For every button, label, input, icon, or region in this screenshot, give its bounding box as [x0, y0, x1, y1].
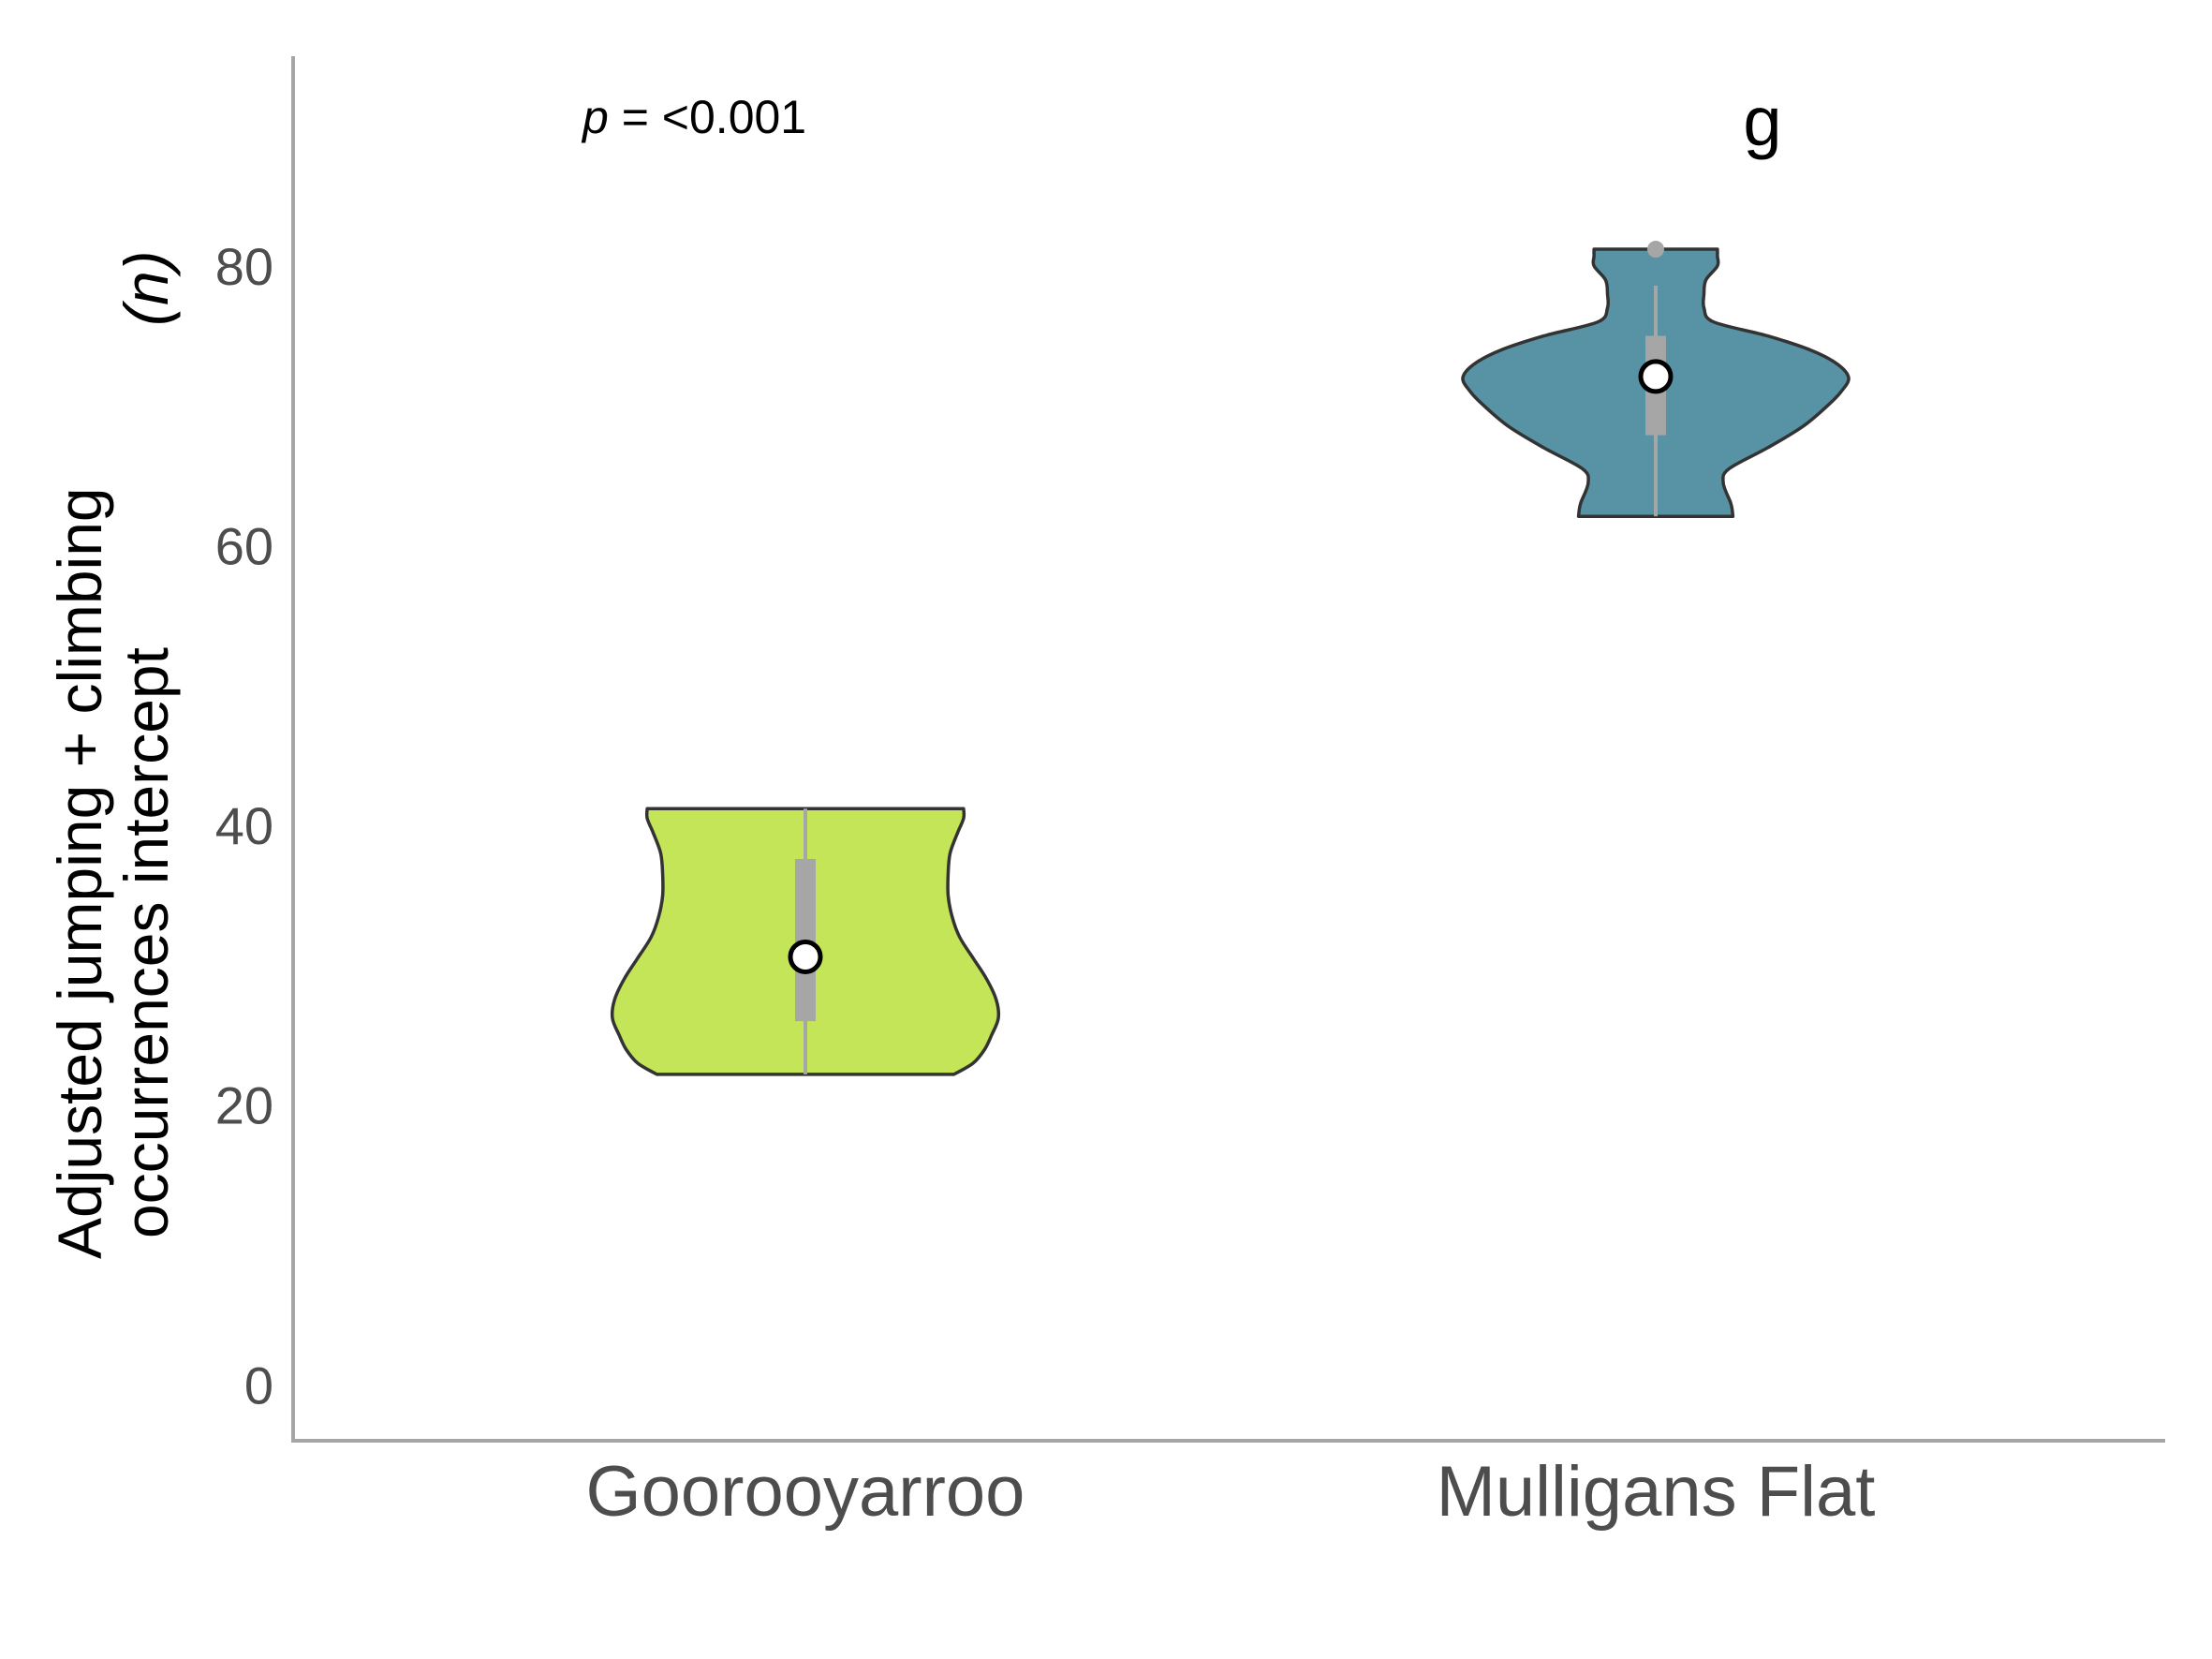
- p-value-annotation: p = <0.001: [581, 91, 806, 143]
- y-axis-title-line-1: Adjusted jumping + climbing: [45, 487, 114, 1259]
- p-symbol: p: [581, 91, 609, 143]
- violin-goorooyarroo: [610, 807, 1001, 1076]
- axes: [291, 56, 2165, 1443]
- y-tick-label: 80: [215, 237, 273, 296]
- x-tick-label: Goorooyarroo: [586, 1452, 1025, 1532]
- y-tick-labels: 0 20 40 60 80: [215, 237, 273, 1415]
- y-tick-label: 20: [215, 1076, 273, 1135]
- y-axis-title: Adjusted jumping + climbing occurrences …: [45, 250, 181, 1259]
- y-tick-label: 60: [215, 517, 273, 576]
- y-tick-label: 40: [215, 796, 273, 855]
- median-marker: [788, 939, 823, 974]
- violins: [610, 241, 1851, 1076]
- y-axis-title-unit: (n): [111, 250, 181, 326]
- outlier-point: [1647, 241, 1664, 259]
- y-tick-label: 0: [244, 1355, 273, 1415]
- median-marker: [1638, 359, 1674, 394]
- p-value-text: = <0.001: [609, 91, 806, 143]
- violin-mulligans-flat: [1461, 241, 1851, 518]
- x-tick-label: Mulligans Flat: [1437, 1452, 1876, 1532]
- group-letter-label: g: [1743, 82, 1781, 160]
- y-axis-title-line-2: occurrences intercept: [111, 647, 181, 1238]
- x-tick-labels: Goorooyarroo Mulligans Flat: [586, 1452, 1876, 1532]
